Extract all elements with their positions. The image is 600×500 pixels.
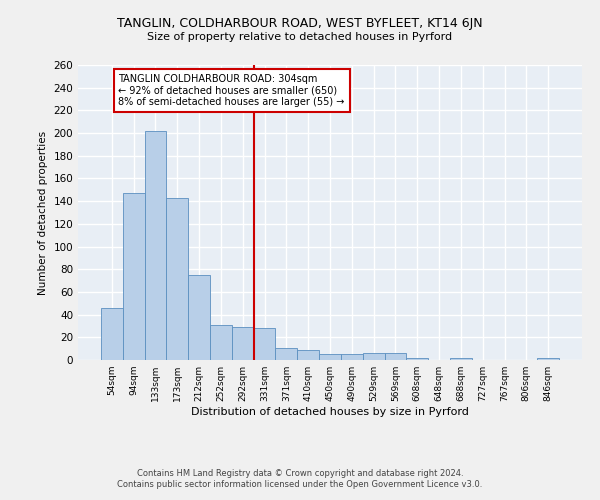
Text: TANGLIN, COLDHARBOUR ROAD, WEST BYFLEET, KT14 6JN: TANGLIN, COLDHARBOUR ROAD, WEST BYFLEET,… — [117, 18, 483, 30]
Bar — [363, 353, 385, 360]
Bar — [166, 198, 188, 360]
Text: Contains HM Land Registry data © Crown copyright and database right 2024.: Contains HM Land Registry data © Crown c… — [137, 468, 463, 477]
Bar — [406, 358, 428, 360]
Text: TANGLIN COLDHARBOUR ROAD: 304sqm
← 92% of detached houses are smaller (650)
8% o: TANGLIN COLDHARBOUR ROAD: 304sqm ← 92% o… — [118, 74, 345, 108]
X-axis label: Distribution of detached houses by size in Pyrford: Distribution of detached houses by size … — [191, 407, 469, 417]
Bar — [450, 358, 472, 360]
Bar — [101, 308, 123, 360]
Bar — [145, 131, 166, 360]
Bar — [319, 354, 341, 360]
Bar — [297, 350, 319, 360]
Bar — [188, 275, 210, 360]
Bar — [123, 193, 145, 360]
Bar — [341, 354, 363, 360]
Bar — [232, 327, 254, 360]
Text: Contains public sector information licensed under the Open Government Licence v3: Contains public sector information licen… — [118, 480, 482, 489]
Bar — [275, 348, 297, 360]
Bar — [537, 358, 559, 360]
Text: Size of property relative to detached houses in Pyrford: Size of property relative to detached ho… — [148, 32, 452, 42]
Bar — [254, 328, 275, 360]
Y-axis label: Number of detached properties: Number of detached properties — [38, 130, 48, 294]
Bar — [210, 325, 232, 360]
Bar — [385, 353, 406, 360]
